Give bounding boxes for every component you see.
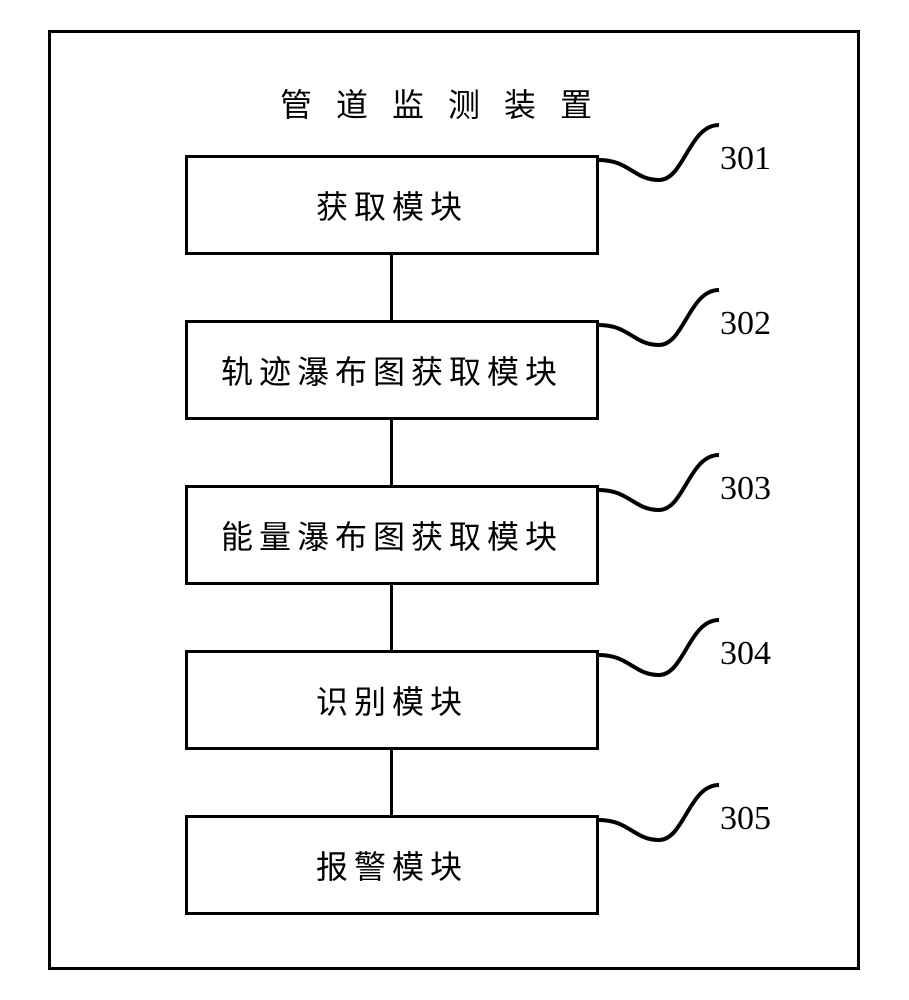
ref-label-304: 304 bbox=[720, 635, 771, 673]
ref-label-303: 303 bbox=[720, 470, 771, 508]
curve-connector-304 bbox=[599, 610, 719, 680]
module-recognition: 识别模块 bbox=[185, 650, 599, 750]
module-label: 轨迹瀑布图获取模块 bbox=[221, 347, 563, 393]
ref-label-302: 302 bbox=[720, 305, 771, 343]
module-label: 报警模块 bbox=[316, 842, 468, 888]
curve-connector-305 bbox=[599, 775, 719, 845]
module-trajectory-waterfall: 轨迹瀑布图获取模块 bbox=[185, 320, 599, 420]
ref-label-301: 301 bbox=[720, 140, 771, 178]
module-alarm: 报警模块 bbox=[185, 815, 599, 915]
module-label: 能量瀑布图获取模块 bbox=[221, 512, 563, 558]
diagram-title: 管 道 监 测 装 置 bbox=[280, 80, 600, 126]
connector-4-5 bbox=[390, 750, 393, 815]
module-label: 获取模块 bbox=[316, 182, 468, 228]
curve-connector-303 bbox=[599, 445, 719, 515]
connector-2-3 bbox=[390, 420, 393, 485]
connector-1-2 bbox=[390, 255, 393, 320]
module-acquire: 获取模块 bbox=[185, 155, 599, 255]
module-label: 识别模块 bbox=[316, 677, 468, 723]
curve-connector-302 bbox=[599, 280, 719, 350]
module-energy-waterfall: 能量瀑布图获取模块 bbox=[185, 485, 599, 585]
ref-label-305: 305 bbox=[720, 800, 771, 838]
curve-connector-301 bbox=[599, 115, 719, 185]
connector-3-4 bbox=[390, 585, 393, 650]
